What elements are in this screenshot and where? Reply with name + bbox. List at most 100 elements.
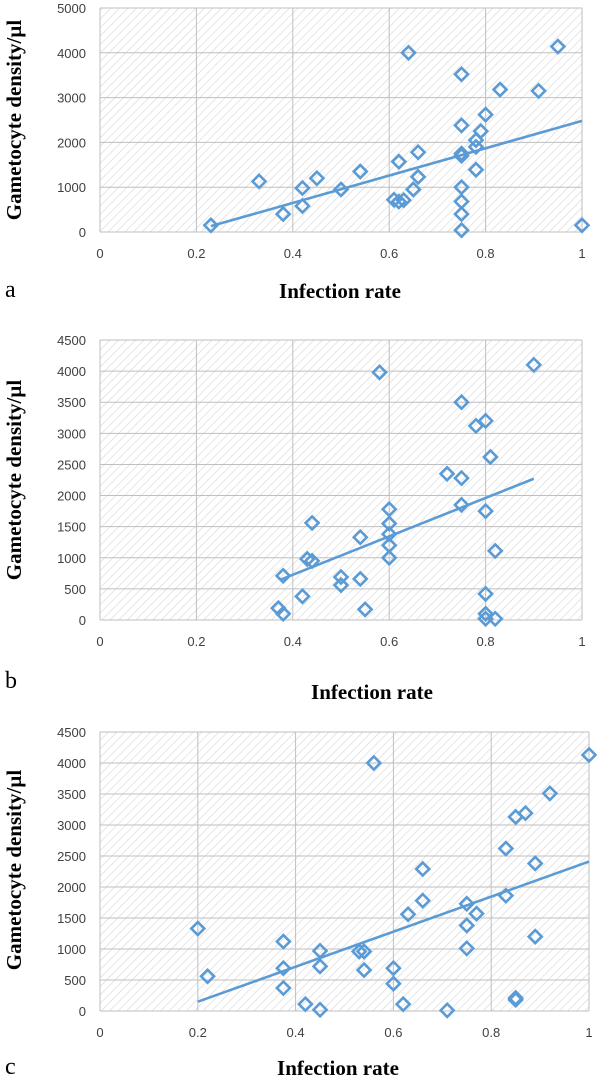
panel-b: 0 500 1000 1500 2000 2500 3000 3500 4000 4500 0 0.… [2,333,586,704]
data-point [409,168,427,186]
data-point [507,989,524,1007]
y-tick-label: 1000 [57,551,86,566]
data-point [486,610,504,628]
y-tick-label: 3500 [57,395,86,410]
data-point [371,364,388,381]
data-point [404,181,422,198]
data-point [380,549,398,567]
x-tick-label: 0.2 [187,634,205,649]
data-point [351,163,369,180]
data-point [274,567,292,585]
data-point [414,860,432,878]
data-point [311,942,329,960]
y-tick-label: 500 [64,582,86,597]
data-point [350,943,368,960]
y-tick-label: 3000 [57,818,86,833]
data-point [390,193,408,210]
trendline [210,119,583,228]
y-tick-label: 1500 [57,911,86,926]
data-point [497,887,515,905]
data-point [507,991,524,1009]
y-tick-label: 3500 [57,787,86,802]
data-point [453,147,470,165]
y-tick-label: 0 [79,613,86,628]
data-point [274,605,292,623]
data-point [491,81,509,98]
panel-label-b: b [5,668,17,694]
data-point [294,179,311,197]
y-tick-label: 500 [64,973,86,988]
data-point [467,161,485,179]
data-point [202,216,220,234]
data-point [580,746,597,764]
panel-label-c: c [5,1054,16,1079]
data-point [311,1001,329,1019]
data-point [497,840,515,857]
data-point [365,754,383,772]
data-point [453,221,470,239]
data-point [438,1002,456,1019]
x-tick-label: 1 [578,634,585,649]
data-point [275,959,292,977]
x-tick-label: 0.8 [477,634,495,649]
data-point [517,804,534,822]
data-point [199,967,216,985]
x-tick-label: 0 [96,1025,103,1040]
y-tick-label: 1500 [57,520,86,535]
data-point [482,448,499,466]
x-tick-label: 0.2 [187,246,205,261]
data-point [355,961,373,979]
y-tick-label: 1000 [57,180,86,195]
data-point [526,855,544,872]
y-tick-label: 5000 [57,1,86,16]
data-point [294,588,311,605]
y-tick-label: 4000 [57,46,86,61]
data-point [332,568,350,586]
data-point [414,892,432,909]
y-tick-label: 4500 [57,333,86,348]
trendline [280,477,535,581]
data-point [472,122,490,140]
data-point [303,552,321,570]
data-point [351,528,369,546]
y-tick-label: 2500 [57,457,86,472]
x-tick-label: 0 [96,246,103,261]
y-tick-label: 2000 [57,135,86,150]
data-point [477,412,494,430]
data-point [549,38,567,55]
data-point [399,905,417,923]
y-tick-label: 2500 [57,849,86,864]
data-point [477,106,494,123]
x-tick-label: 0.6 [380,246,398,261]
data-point [458,940,476,957]
data-point [294,197,311,215]
data-point [477,502,494,520]
data-point [189,920,207,937]
data-point [453,65,470,83]
plot-area-a [100,8,582,232]
y-tick-label: 3000 [57,426,86,441]
x-tick-label: 1 [585,1025,592,1040]
data-point [458,917,476,934]
y-tick-label: 4000 [57,364,86,379]
y-tick-label: 1000 [57,942,86,957]
data-point [468,905,485,922]
x-tick-label: 0.6 [384,1025,402,1040]
data-point [385,959,402,977]
x-tick-label: 0.8 [477,246,495,261]
data-point [351,570,369,588]
data-point [458,895,476,913]
x-tick-label: 0.2 [189,1025,207,1040]
plot-area-b [100,340,582,620]
data-point [530,82,547,100]
data-point [250,173,268,190]
x-tick-label: 0.4 [284,634,302,649]
data-point [486,542,504,560]
y-axis-title-a: Gametocyte density/µl [2,20,26,221]
data-point [274,205,292,223]
data-point [385,975,402,993]
data-point [394,995,412,1013]
data-point [467,138,485,156]
data-point [453,205,470,223]
data-point [453,469,470,487]
